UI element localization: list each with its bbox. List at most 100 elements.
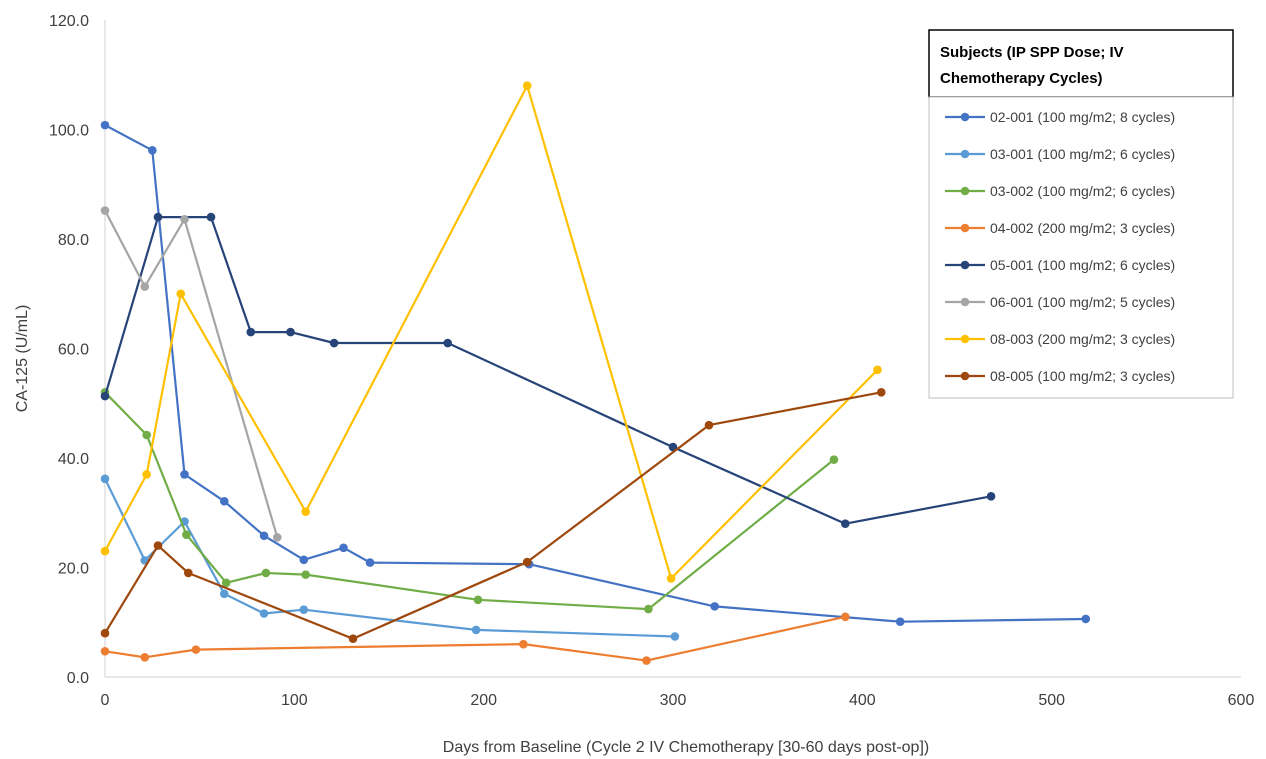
data-point [180,470,189,479]
y-tick-label: 80.0 [58,232,89,249]
data-point [100,474,110,484]
legend-swatch-marker [960,186,970,196]
data-point [1081,614,1091,624]
legend-swatch-marker [960,260,970,270]
data-point [668,442,678,452]
data-point [876,388,886,397]
series-06-001 [100,206,282,542]
data-point [286,327,295,337]
series-line [103,216,992,525]
data-point [840,519,850,528]
data-point [182,530,191,539]
data-point [644,604,653,614]
legend-entry: 02-001 (100 mg/m2; 8 cycles) [945,109,1175,125]
data-point [339,543,348,553]
data-point [100,120,110,130]
legend-entry: 05-001 (100 mg/m2; 6 cycles) [945,257,1175,273]
y-tick-label: 40.0 [58,451,89,468]
data-point [329,338,339,348]
data-point [259,531,269,541]
x-tick-label: 400 [849,692,876,709]
legend-label: 08-005 (100 mg/m2; 3 cycles) [990,368,1175,384]
data-point [148,146,157,155]
data-point [219,496,229,506]
y-tick-label: 120.0 [49,13,89,30]
data-point [100,391,110,401]
data-point [221,578,231,588]
x-tick-label: 0 [101,692,110,709]
x-tick-label: 600 [1228,692,1255,709]
data-point [142,430,151,440]
tick-labels: 0.0 20.0 40.0 60.0 80.0 100.0 120.0 0 100 200 300 4… [49,13,1254,709]
data-point [100,546,110,556]
data-point [473,595,483,605]
legend-swatch-marker [960,371,970,381]
y-tick-label: 60.0 [58,342,89,359]
data-point [184,568,193,578]
data-point [365,558,375,567]
legend-label: 04-002 (200 mg/m2; 3 cycles) [990,220,1175,236]
data-point [100,628,110,638]
data-point [443,338,452,348]
data-point [519,639,528,649]
legend-title-line-1: Subjects (IP SPP Dose; IV [940,44,1124,61]
data-point [142,470,151,479]
legend-label: 05-001 (100 mg/m2; 6 cycles) [990,257,1175,273]
data-point [100,646,110,656]
data-point [299,555,309,565]
y-axis-title: CA-125 (U/mL) [14,305,31,413]
legend-swatch-marker [960,334,970,344]
data-point [704,420,714,430]
x-tick-label: 100 [281,692,308,709]
data-point [153,541,163,550]
legend-entry: 08-003 (200 mg/m2; 3 cycles) [945,331,1175,347]
series-line [104,84,879,580]
data-point [348,634,358,643]
legend-title-line-2: Chemotherapy Cycles) [940,70,1103,87]
data-point [670,632,680,641]
x-tick-label: 500 [1038,692,1065,709]
legend-label: 02-001 (100 mg/m2; 8 cycles) [990,109,1175,125]
series-line [104,478,675,638]
legend-entry: 06-001 (100 mg/m2; 5 cycles) [945,294,1175,310]
legend-label: 03-002 (100 mg/m2; 6 cycles) [990,183,1175,199]
legend-entry: 03-002 (100 mg/m2; 6 cycles) [945,183,1175,199]
data-point [301,570,310,579]
series-05-001 [100,212,996,528]
legend-swatch-marker [960,297,970,307]
legend-entry: 04-002 (200 mg/m2; 3 cycles) [945,220,1175,236]
series-08-003 [100,81,882,583]
legend-entry: 03-001 (100 mg/m2; 6 cycles) [945,146,1175,162]
data-point [261,568,271,578]
data-point [219,589,229,599]
x-axis-title: Days from Baseline (Cycle 2 IV Chemother… [443,739,929,756]
legend-swatch-marker [960,223,970,233]
data-point [140,652,150,662]
y-tick-label: 100.0 [49,123,89,140]
legend-label: 06-001 (100 mg/m2; 5 cycles) [990,294,1175,310]
axes [104,20,1241,678]
legend-swatch-marker [960,112,970,122]
data-point [301,507,310,516]
legend-swatch-marker [960,149,970,159]
series-03-001 [100,474,680,641]
data-point [206,212,216,222]
data-point [100,206,110,215]
legend-entries: 02-001 (100 mg/m2; 8 cycles) 03-001 (100 … [945,109,1175,384]
x-tick-label: 200 [470,692,497,709]
data-point [153,212,163,222]
data-point [710,602,719,611]
data-point [176,289,186,299]
series-04-002 [100,612,850,665]
legend-title-box [928,29,1234,98]
data-point [272,533,282,542]
data-point [471,625,481,635]
legend: Subjects (IP SPP Dose; IV Chemotherapy C… [928,29,1234,399]
data-point [986,492,996,501]
data-point [299,605,309,614]
series-line [104,615,846,662]
x-tick-label: 300 [660,692,687,709]
series-line [104,124,1086,623]
data-point [522,557,532,567]
legend-label: 03-001 (100 mg/m2; 6 cycles) [990,146,1175,162]
